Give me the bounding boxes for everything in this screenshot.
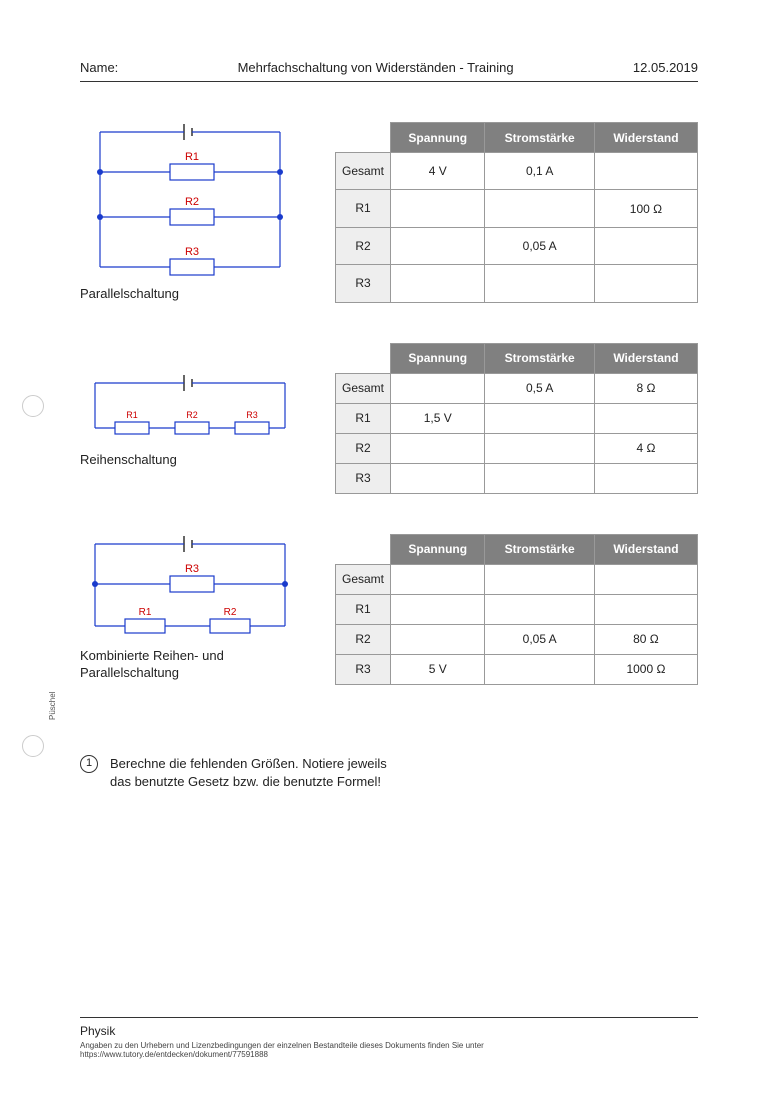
svg-text:R1: R1 xyxy=(139,607,152,618)
row-r3: R3 xyxy=(336,265,391,302)
col-widerstand: Widerstand xyxy=(594,123,697,153)
row-r1: R1 xyxy=(336,190,391,227)
combined-caption: Kombinierte Reihen- und Parallelschaltun… xyxy=(80,648,315,682)
svg-text:R2: R2 xyxy=(186,410,198,420)
svg-text:R2: R2 xyxy=(185,196,199,208)
punch-hole-top xyxy=(22,395,44,417)
task-block: 1 Berechne die fehlenden Größen. Notiere… xyxy=(80,755,400,791)
combined-table: Spannung Stromstärke Widerstand Gesamt R… xyxy=(335,534,698,685)
svg-text:R1: R1 xyxy=(185,151,199,163)
page-footer: Physik Angaben zu den Urhebern und Lizen… xyxy=(80,1017,698,1060)
parallel-table: Spannung Stromstärke Widerstand Gesamt 4… xyxy=(335,122,698,303)
row-total: Gesamt xyxy=(336,153,391,190)
footer-subject: Physik xyxy=(80,1024,698,1038)
svg-text:R3: R3 xyxy=(185,563,199,575)
col-spannung: Spannung xyxy=(391,123,485,153)
page-header: Name: Mehrfachschaltung von Widerständen… xyxy=(80,60,698,82)
page-date: 12.05.2019 xyxy=(633,60,698,75)
footer-url: https://www.tutory.de/entdecken/dokument… xyxy=(80,1050,268,1059)
parallel-caption: Parallelschaltung xyxy=(80,286,315,303)
task-number: 1 xyxy=(80,755,98,773)
blank-header xyxy=(336,123,391,153)
section-combined: R3 R1 R2 Kombinierte Reihen- und Paralle… xyxy=(80,534,698,685)
parallel-circuit-diagram: + R1 R2 R3 xyxy=(80,122,300,277)
row-r2: R2 xyxy=(336,227,391,264)
svg-text:R1: R1 xyxy=(126,410,138,420)
series-table: Spannung Stromstärke Widerstand Gesamt 0… xyxy=(335,343,698,494)
series-caption: Reihenschaltung xyxy=(80,452,315,469)
section-parallel: + R1 R2 R3 Parallelschaltung Spannung St… xyxy=(80,122,698,303)
combined-circuit-diagram: R3 R1 R2 xyxy=(80,534,300,639)
svg-text:R3: R3 xyxy=(185,246,199,258)
punch-hole-bottom xyxy=(22,735,44,757)
footer-attribution: Angaben zu den Urhebern und Lizenzbeding… xyxy=(80,1041,484,1050)
col-stromstaerke: Stromstärke xyxy=(485,123,594,153)
svg-text:R2: R2 xyxy=(224,607,237,618)
section-series: R1 R2 R3 Reihenschaltung Spannung Stroms… xyxy=(80,343,698,494)
task-text: Berechne die fehlenden Größen. Notiere j… xyxy=(110,755,400,791)
page-title: Mehrfachschaltung von Widerständen - Tra… xyxy=(118,60,633,75)
name-label: Name: xyxy=(80,60,118,75)
side-credit: Püschel xyxy=(48,692,57,720)
svg-text:R3: R3 xyxy=(246,410,258,420)
series-circuit-diagram: R1 R2 R3 xyxy=(80,373,300,443)
